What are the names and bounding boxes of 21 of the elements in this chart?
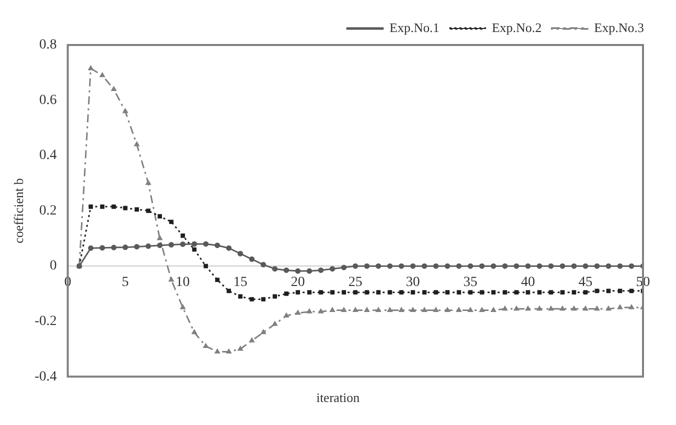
y-tick-label: -0.4 xyxy=(34,369,57,384)
x-tick-label: 35 xyxy=(463,275,478,290)
x-tick-label: 30 xyxy=(406,275,420,290)
x-tick-label: 25 xyxy=(348,275,362,290)
y-tick-label: 0 xyxy=(50,258,57,274)
legend-label: Exp.No.3 xyxy=(594,20,644,35)
y-tick-label: 0.2 xyxy=(39,203,57,218)
x-tick-label: 45 xyxy=(578,275,592,290)
x-tick-label: 10 xyxy=(176,275,190,290)
y-tick-label: -0.2 xyxy=(34,314,57,330)
y-tick-label: 0.8 xyxy=(39,38,57,53)
x-axis-title: iteration xyxy=(315,390,361,406)
x-tick-label: 15 xyxy=(233,275,248,290)
y-tick-label: 0.6 xyxy=(39,92,57,108)
x-tick-label: 40 xyxy=(520,275,535,290)
x-tick-label: 5 xyxy=(122,275,129,290)
legend-label: Exp.No.2 xyxy=(492,20,542,35)
y-tick-label: 0.4 xyxy=(39,148,57,164)
x-tick-label: 20 xyxy=(290,275,305,290)
y-axis-title: coefficient b xyxy=(11,178,26,244)
legend-label: Exp.No.1 xyxy=(390,20,440,35)
